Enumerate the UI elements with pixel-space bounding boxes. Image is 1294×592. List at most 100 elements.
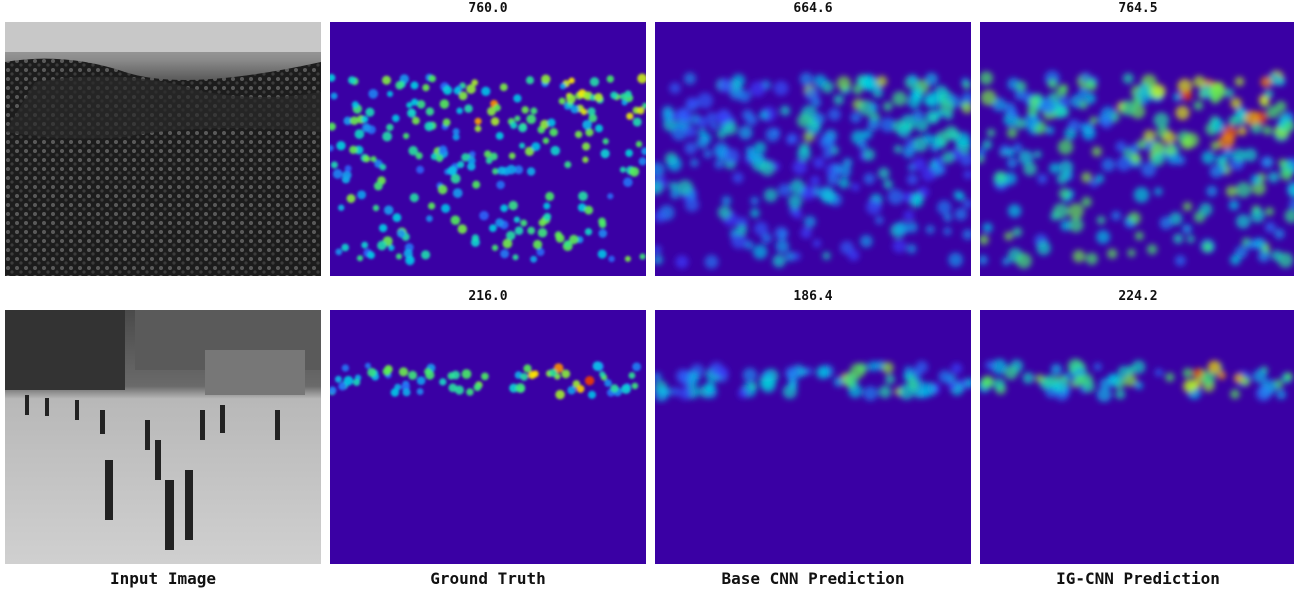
density-blob xyxy=(1068,217,1084,233)
density-blob xyxy=(696,136,709,149)
density-blob xyxy=(506,230,516,241)
density-blob xyxy=(906,243,917,254)
density-blob xyxy=(1224,88,1235,98)
density-blob xyxy=(524,146,535,157)
density-blob xyxy=(1271,250,1283,262)
density-blob xyxy=(1253,237,1266,250)
density-blob xyxy=(887,188,904,205)
density-blob xyxy=(906,173,919,186)
density-blob xyxy=(471,234,480,242)
density-blob xyxy=(397,229,406,238)
density-blob xyxy=(495,218,504,227)
density-blob xyxy=(704,381,716,393)
density-blob xyxy=(1202,241,1213,253)
density-blob xyxy=(857,140,868,151)
density-blob xyxy=(1228,115,1239,127)
density-blob xyxy=(935,164,946,175)
density-blob xyxy=(598,217,606,226)
density-blob xyxy=(1012,227,1023,237)
density-blob xyxy=(812,239,822,248)
density-blob xyxy=(495,131,504,140)
density-blob xyxy=(779,105,791,116)
density-blob xyxy=(635,140,643,148)
density-blob xyxy=(373,181,383,191)
density-blob xyxy=(880,117,896,133)
density-blob xyxy=(1134,231,1144,241)
density-blob xyxy=(457,224,468,234)
density-blob xyxy=(1024,113,1040,129)
density-blob xyxy=(610,91,618,100)
density-blob xyxy=(980,154,985,164)
density-blob xyxy=(454,385,465,395)
density-blob xyxy=(349,145,358,154)
density-blob xyxy=(721,195,732,206)
density-blob xyxy=(508,200,518,211)
density-blob xyxy=(778,183,791,197)
density-blob xyxy=(689,158,699,168)
density-blob xyxy=(1122,72,1134,84)
density-blob xyxy=(827,173,839,186)
density-blob xyxy=(752,244,768,260)
density-blob xyxy=(481,86,491,96)
density-blob xyxy=(450,215,461,226)
density-blob xyxy=(1175,105,1190,120)
density-blob xyxy=(1032,93,1044,104)
density-blob xyxy=(415,152,423,160)
density-blob xyxy=(368,88,379,99)
density-blob xyxy=(697,92,714,109)
density-blob xyxy=(655,245,662,255)
density-blob xyxy=(631,382,639,390)
density-blob xyxy=(1067,203,1084,220)
density-blob xyxy=(578,191,588,202)
density-blob xyxy=(568,77,575,84)
density-blob xyxy=(986,128,996,138)
density-blob xyxy=(785,251,796,262)
density-blob xyxy=(1106,248,1118,259)
density-blob xyxy=(925,109,940,124)
density-blob xyxy=(451,370,460,380)
density-blob xyxy=(588,113,598,123)
density-blob xyxy=(441,203,451,213)
density-blob xyxy=(483,150,492,158)
density-blob xyxy=(485,157,493,165)
density-blob xyxy=(567,386,576,395)
density-blob xyxy=(796,113,812,128)
density-blob xyxy=(1182,201,1193,212)
density-blob xyxy=(1051,382,1061,392)
density-blob xyxy=(862,129,873,140)
density-blob xyxy=(1036,241,1051,256)
density-blob xyxy=(530,107,538,115)
density-blob xyxy=(549,128,558,137)
density-blob xyxy=(344,165,352,173)
density-blob xyxy=(881,361,894,374)
density-blob xyxy=(461,369,472,379)
density-blob xyxy=(450,173,461,184)
density-blob xyxy=(1003,102,1016,115)
density-blob xyxy=(1058,160,1074,175)
density-blob xyxy=(1260,76,1272,88)
density-blob xyxy=(923,133,934,144)
density-blob xyxy=(937,200,952,215)
density-blob xyxy=(943,213,953,222)
density-blob xyxy=(1006,157,1018,169)
density-blob xyxy=(626,112,634,120)
density-blob xyxy=(1264,221,1276,233)
density-blob xyxy=(859,234,873,248)
density-blob xyxy=(497,166,506,176)
density-blob xyxy=(821,188,837,204)
density-blob xyxy=(1134,381,1144,390)
density-map-row1-base-cnn xyxy=(655,22,971,276)
density-blob xyxy=(1096,215,1106,225)
density-blob xyxy=(330,386,337,395)
density-blob xyxy=(388,244,395,251)
density-blob xyxy=(341,243,350,252)
density-blob xyxy=(811,97,822,108)
density-blob xyxy=(761,232,772,244)
density-blob xyxy=(357,190,367,200)
density-blob xyxy=(1230,389,1240,400)
density-blob xyxy=(1073,374,1086,386)
density-blob xyxy=(632,117,642,127)
density-blob xyxy=(438,145,448,154)
density-blob xyxy=(540,119,550,130)
density-blob xyxy=(797,147,811,162)
